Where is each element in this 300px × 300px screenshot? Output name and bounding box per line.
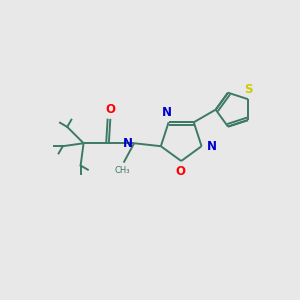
Text: CH₃: CH₃ [115, 166, 130, 175]
Text: O: O [105, 103, 115, 116]
Text: N: N [207, 140, 217, 153]
Text: S: S [244, 83, 252, 96]
Text: O: O [176, 165, 186, 178]
Text: N: N [162, 106, 172, 119]
Text: N: N [123, 137, 133, 150]
